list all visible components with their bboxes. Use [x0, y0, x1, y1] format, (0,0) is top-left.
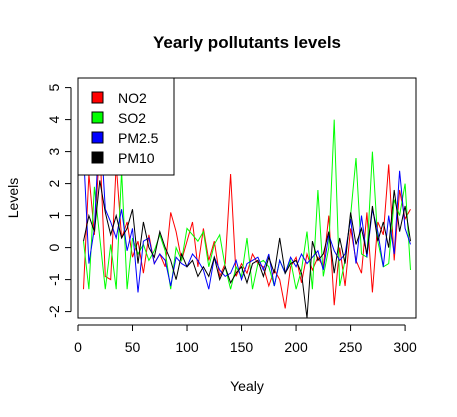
series-group [83, 116, 411, 319]
legend-label: SO2 [118, 110, 146, 126]
y-axis: -2 -1 0 1 2 3 4 5 [46, 83, 72, 318]
y-tick-label: 4 [46, 115, 62, 123]
chart-title: Yearly pollutants levels [153, 33, 341, 52]
legend-label: NO2 [118, 90, 147, 106]
y-tick-label: 2 [46, 179, 62, 187]
legend-label: PM10 [118, 150, 155, 166]
legend-swatch [91, 151, 104, 164]
y-tick-label: 1 [46, 211, 62, 219]
x-axis-label: Yealy [230, 378, 264, 394]
x-tick-label: 100 [175, 339, 199, 355]
legend-swatch [91, 91, 104, 104]
x-tick-label: 250 [339, 339, 363, 355]
legend-label: PM2.5 [118, 130, 159, 146]
y-axis-label: Levels [5, 178, 21, 218]
x-tick-label: 300 [393, 339, 417, 355]
x-tick-label: 150 [230, 339, 254, 355]
y-tick-label: 5 [46, 83, 62, 91]
y-tick-label: -1 [46, 273, 62, 286]
y-tick-label: -2 [46, 305, 62, 318]
x-tick-label: 200 [284, 339, 308, 355]
series-line-pm10 [83, 180, 411, 319]
y-tick-label: 0 [46, 243, 62, 251]
plot-frame [77, 77, 417, 319]
x-tick-label: 0 [74, 339, 82, 355]
y-tick-label: 3 [46, 147, 62, 155]
series-line-so2 [83, 119, 411, 290]
legend-swatch [91, 131, 104, 144]
legend-swatch [91, 111, 104, 124]
x-axis: 0 50 100 150 200 250 300 [74, 324, 417, 355]
series-line-pm25 [83, 116, 411, 293]
legend: NO2 SO2 PM2.5 PM10 [77, 77, 175, 176]
x-tick-label: 50 [125, 339, 141, 355]
